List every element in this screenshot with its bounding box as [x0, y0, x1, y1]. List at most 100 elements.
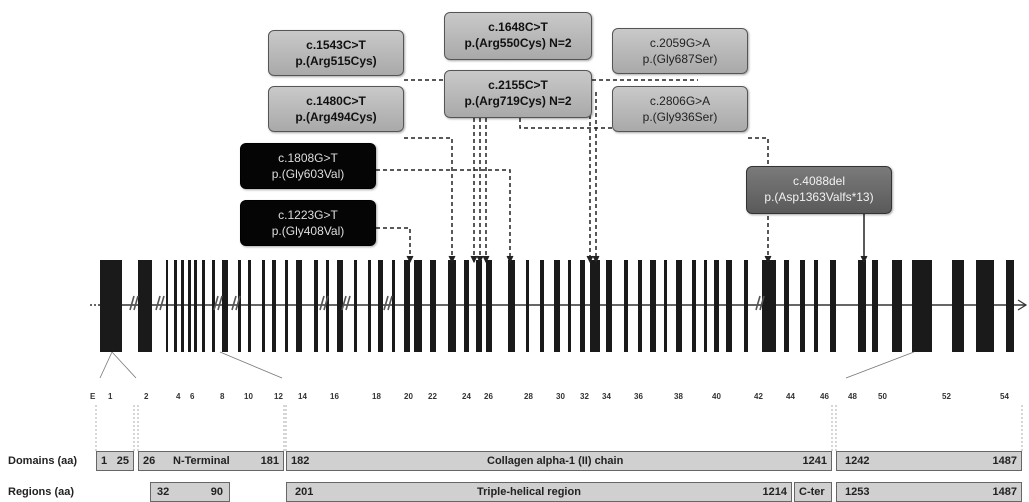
regions-row-label: Regions (aa) [8, 486, 75, 498]
exon-number-label: 52 [942, 392, 951, 401]
exon-number-label: 1 [108, 392, 113, 401]
intron-break-mark [129, 295, 139, 311]
variant-protein: p.(Gly603Val) [271, 167, 345, 181]
exon-number-label: 46 [820, 392, 829, 401]
exon-number-label: 18 [372, 392, 381, 401]
exon-block [272, 260, 276, 352]
exon-number-label: 12 [274, 392, 283, 401]
exon-block [858, 260, 866, 352]
domain-segment-c-terminal: 1242 1487 [836, 451, 1022, 471]
exon-block [676, 260, 682, 352]
region-segment-c-ter: C-ter [794, 482, 832, 502]
variant-cdna: c.1543C>T [306, 38, 366, 52]
variant-box-1808: c.1808G>T p.(Gly603Val) [240, 143, 376, 189]
intron-break-mark [755, 295, 765, 311]
exon-block [354, 260, 357, 352]
variant-box-2059: c.2059G>A p.(Gly687Ser) [612, 28, 748, 74]
pointer-arrow [592, 255, 600, 264]
zoom-line [111, 351, 137, 379]
exon-block [337, 260, 343, 352]
exon-number-label: 42 [754, 392, 763, 401]
exon-block [238, 260, 241, 352]
exon-number-label: 6 [190, 392, 195, 401]
exon-block [392, 260, 395, 352]
region-segment-c: 1253 1487 [836, 482, 1022, 502]
exon-block [650, 260, 656, 352]
exon-block [464, 260, 469, 352]
variant-cdna: c.1480C>T [306, 94, 366, 108]
variant-cdna: c.4088del [792, 174, 846, 188]
intron-break-mark [213, 295, 223, 311]
exon-block [664, 260, 667, 352]
exon-block [1006, 260, 1014, 352]
variant-cdna: c.1808G>T [278, 151, 338, 165]
exon-block [138, 260, 152, 352]
exon-block [448, 260, 456, 352]
exon-block [285, 260, 288, 352]
exon-block [692, 260, 696, 352]
variant-box-2155: c.2155C>T p.(Arg719Cys) N=2 [444, 70, 592, 118]
exon-block [166, 260, 168, 352]
exon-block [976, 260, 994, 352]
variant-cdna: c.2059G>A [649, 36, 711, 50]
zoom-line [845, 351, 915, 379]
exon-number-label: E [90, 392, 96, 401]
exon-block [202, 260, 205, 352]
exon-block [568, 260, 571, 352]
pointer-arrow [476, 255, 484, 264]
domains-row-label: Domains (aa) [8, 455, 78, 467]
exon-block [726, 260, 732, 352]
exon-number-label: 8 [220, 392, 225, 401]
variant-protein: p.(Arg719Cys) N=2 [464, 94, 572, 108]
exon-block [554, 260, 560, 352]
exon-block [326, 260, 329, 352]
zoom-line [99, 351, 113, 379]
exon-number-label: 34 [602, 392, 611, 401]
intron-break-mark [155, 295, 165, 311]
region-segment-triple-helical: 201 Triple-helical region 1214 [286, 482, 792, 502]
variant-box-1648: c.1648C>T p.(Arg550Cys) N=2 [444, 12, 592, 60]
exon-block [174, 260, 177, 352]
exon-block [784, 260, 789, 352]
baseline-arrow [1017, 299, 1028, 311]
exon-block [248, 260, 251, 352]
exon-block [314, 260, 318, 352]
pointer-arrow [764, 255, 772, 264]
exon-block [606, 260, 612, 352]
exon-block [830, 260, 836, 352]
pointer-1223 [376, 227, 411, 262]
exon-block [714, 260, 719, 352]
exon-block [486, 260, 492, 352]
exon-block [296, 260, 302, 352]
exon-block [872, 260, 878, 352]
pointer-arrow [406, 255, 414, 264]
exon-block [378, 260, 383, 352]
exon-number-label: 16 [330, 392, 339, 401]
exon-block [952, 260, 964, 352]
pointer-arrow [470, 255, 478, 264]
pointer-arrow [586, 255, 594, 264]
region-segment-n: 32 90 [150, 482, 230, 502]
exon-number-label: 38 [674, 392, 683, 401]
variant-protein: p.(Arg550Cys) N=2 [464, 36, 572, 50]
variant-cdna: c.1223G>T [278, 208, 338, 222]
exon-block [814, 260, 818, 352]
exon-number-label: 20 [404, 392, 413, 401]
domain-segment-n-terminal: 26 N-Terminal 181 [138, 451, 284, 471]
intron-break-mark [341, 295, 351, 311]
exon-block [404, 260, 410, 352]
variant-protein: p.(Gly687Ser) [642, 52, 718, 66]
domain-segment-signal: 1 25 [96, 451, 134, 471]
exon-block [638, 260, 642, 352]
exon-block [912, 260, 932, 352]
intron-break-mark [383, 295, 393, 311]
pointer-2155-link [519, 118, 612, 129]
exon-number-label: 28 [524, 392, 533, 401]
exon-block [414, 260, 422, 352]
exon-block [590, 260, 600, 352]
exon-number-label: 54 [1000, 392, 1009, 401]
exon-number-label: 4 [176, 392, 181, 401]
exon-block [222, 260, 228, 352]
